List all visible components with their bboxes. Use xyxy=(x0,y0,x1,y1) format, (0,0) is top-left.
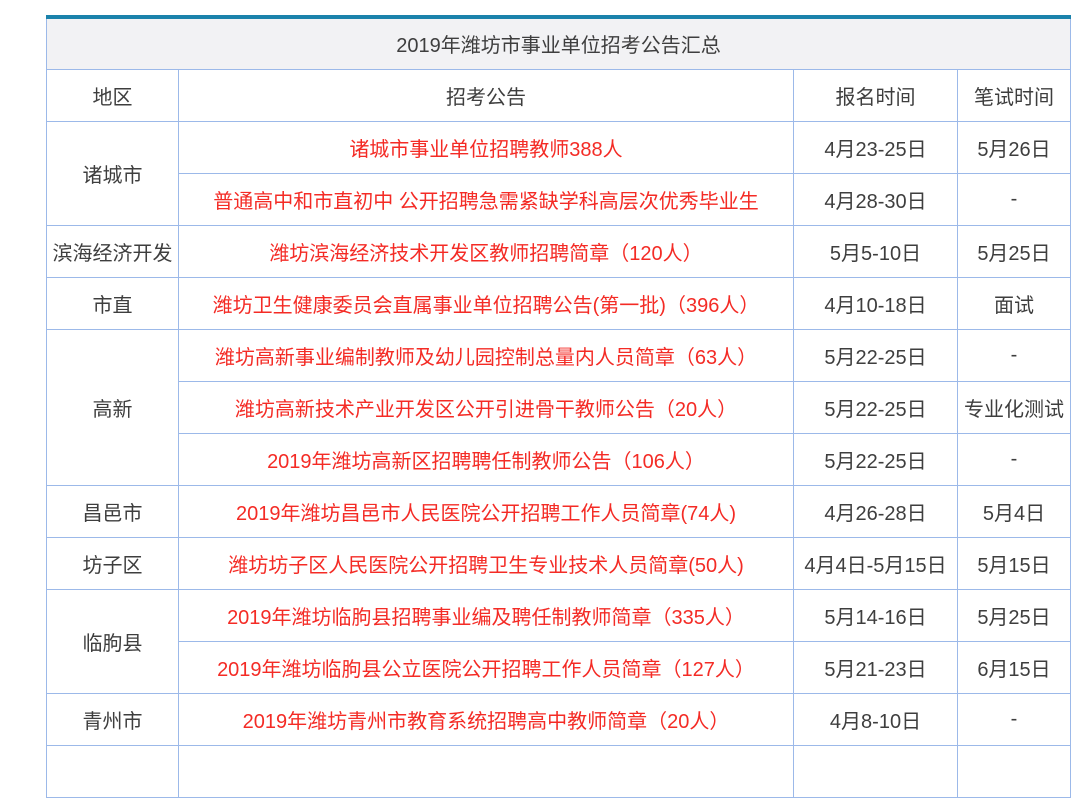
exam-date-cell: 5月15日 xyxy=(957,536,1071,590)
empty-cell xyxy=(793,744,958,798)
notice-link[interactable]: 2019年潍坊高新区招聘聘任制教师公告（106人） xyxy=(267,450,705,473)
signup-date-cell: 5月22-25日 xyxy=(793,432,958,486)
empty-cell xyxy=(46,744,179,798)
exam-date-cell: 5月26日 xyxy=(957,120,1071,174)
exam-date-cell: - xyxy=(957,432,1071,486)
signup-date-cell: 4月23-25日 xyxy=(793,120,958,174)
exam-date-cell: 面试 xyxy=(957,276,1071,330)
table-row: 2019年潍坊临朐县公立医院公开招聘工作人员简章（127人） 5月21-23日 … xyxy=(47,640,1071,694)
exam-date-cell: - xyxy=(957,692,1071,746)
notice-cell: 潍坊坊子区人民医院公开招聘卫生专业技术人员简章(50人) xyxy=(178,536,794,590)
region-cell: 坊子区 xyxy=(46,536,179,590)
signup-date-cell: 5月21-23日 xyxy=(793,640,958,694)
column-header-region: 地区 xyxy=(46,68,179,122)
exam-date-cell: 5月4日 xyxy=(957,484,1071,538)
notice-cell: 潍坊高新事业编制教师及幼儿园控制总量内人员简章（63人） xyxy=(178,328,794,382)
exam-date-cell: - xyxy=(957,172,1071,226)
notice-cell: 2019年潍坊临朐县公立医院公开招聘工作人员简章（127人） xyxy=(178,640,794,694)
notice-link[interactable]: 2019年潍坊临朐县招聘事业编及聘任制教师简章（335人） xyxy=(227,606,745,629)
table-row: 高新 潍坊高新事业编制教师及幼儿园控制总量内人员简章（63人） 5月22-25日… xyxy=(46,328,1071,486)
table-row: 昌邑市 2019年潍坊昌邑市人民医院公开招聘工作人员简章(74人) 4月26-2… xyxy=(46,484,1071,538)
signup-date-cell: 4月28-30日 xyxy=(793,172,958,226)
notice-cell: 潍坊卫生健康委员会直属事业单位招聘公告(第一批)（396人） xyxy=(178,276,794,330)
signup-date-cell: 5月22-25日 xyxy=(793,380,958,434)
signup-date-cell: 4月26-28日 xyxy=(793,484,958,538)
table-row: 潍坊高新技术产业开发区公开引进骨干教师公告（20人） 5月22-25日 专业化测… xyxy=(47,380,1071,434)
region-cell: 昌邑市 xyxy=(46,484,179,538)
table-row-partial xyxy=(46,744,1071,798)
notice-link[interactable]: 潍坊卫生健康委员会直属事业单位招聘公告(第一批)（396人） xyxy=(212,294,760,317)
region-cell: 青州市 xyxy=(46,692,179,746)
notice-link[interactable]: 潍坊高新事业编制教师及幼儿园控制总量内人员简章（63人） xyxy=(214,346,758,369)
notice-cell: 潍坊高新技术产业开发区公开引进骨干教师公告（20人） xyxy=(178,380,794,434)
notice-link[interactable]: 2019年潍坊昌邑市人民医院公开招聘工作人员简章(74人) xyxy=(235,502,737,525)
title-row: 2019年潍坊市事业单位招考公告汇总 xyxy=(46,16,1071,70)
region-cell: 市直 xyxy=(46,276,179,330)
region-cell: 诸城市 xyxy=(46,120,179,226)
table-row: 青州市 2019年潍坊青州市教育系统招聘高中教师简章（20人） 4月8-10日 … xyxy=(46,692,1071,746)
table-row: 普通高中和市直初中 公开招聘急需紧缺学科高层次优秀毕业生 4月28-30日 - xyxy=(47,172,1071,226)
signup-date-cell: 4月8-10日 xyxy=(793,692,958,746)
signup-date-cell: 5月14-16日 xyxy=(793,588,958,642)
notice-cell: 2019年潍坊临朐县招聘事业编及聘任制教师简章（335人） xyxy=(178,588,794,642)
table-row: 2019年潍坊高新区招聘聘任制教师公告（106人） 5月22-25日 - xyxy=(47,432,1071,486)
empty-cell xyxy=(957,744,1071,798)
column-header-signup: 报名时间 xyxy=(793,68,958,122)
exam-date-cell: 6月15日 xyxy=(957,640,1071,694)
notice-cell: 诸城市事业单位招聘教师388人 xyxy=(178,120,794,174)
region-cell: 滨海经济开发 xyxy=(46,224,179,278)
column-header-exam: 笔试时间 xyxy=(957,68,1071,122)
header-row: 地区 招考公告 报名时间 笔试时间 xyxy=(46,68,1071,122)
notice-cell: 2019年潍坊高新区招聘聘任制教师公告（106人） xyxy=(178,432,794,486)
exam-date-cell: 专业化测试 xyxy=(957,380,1071,434)
region-cell: 高新 xyxy=(46,328,179,486)
table-row: 市直 潍坊卫生健康委员会直属事业单位招聘公告(第一批)（396人） 4月10-1… xyxy=(46,276,1071,330)
signup-date-cell: 5月22-25日 xyxy=(793,328,958,382)
signup-date-cell: 4月10-18日 xyxy=(793,276,958,330)
region-cell: 临朐县 xyxy=(46,588,179,694)
announcement-table: 2019年潍坊市事业单位招考公告汇总 地区 招考公告 报名时间 笔试时间 诸城市… xyxy=(46,15,1071,798)
empty-cell xyxy=(178,744,794,798)
column-header-notice: 招考公告 xyxy=(178,68,794,122)
signup-date-cell: 4月4日-5月15日 xyxy=(793,536,958,590)
notice-cell: 2019年潍坊青州市教育系统招聘高中教师简章（20人） xyxy=(178,692,794,746)
notice-link[interactable]: 潍坊滨海经济技术开发区教师招聘简章（120人） xyxy=(269,242,703,265)
page-title: 2019年潍坊市事业单位招考公告汇总 xyxy=(46,16,1071,70)
exam-date-cell: 5月25日 xyxy=(957,224,1071,278)
table-row: 临朐县 2019年潍坊临朐县招聘事业编及聘任制教师简章（335人） 5月14-1… xyxy=(46,588,1071,694)
notice-link[interactable]: 潍坊高新技术产业开发区公开引进骨干教师公告（20人） xyxy=(234,398,738,421)
signup-date-cell: 5月5-10日 xyxy=(793,224,958,278)
notice-link[interactable]: 2019年潍坊临朐县公立医院公开招聘工作人员简章（127人） xyxy=(217,658,755,681)
exam-date-cell: - xyxy=(957,328,1071,382)
exam-date-cell: 5月25日 xyxy=(957,588,1071,642)
notice-link[interactable]: 2019年潍坊青州市教育系统招聘高中教师简章（20人） xyxy=(242,710,730,733)
announcement-table-wrap: 2019年潍坊市事业单位招考公告汇总 地区 招考公告 报名时间 笔试时间 诸城市… xyxy=(46,15,1071,798)
notice-cell: 普通高中和市直初中 公开招聘急需紧缺学科高层次优秀毕业生 xyxy=(178,172,794,226)
notice-link[interactable]: 潍坊坊子区人民医院公开招聘卫生专业技术人员简章(50人) xyxy=(228,554,744,577)
table-row: 诸城市 诸城市事业单位招聘教师388人 4月23-25日 5月26日 xyxy=(46,120,1071,226)
table-row: 滨海经济开发 潍坊滨海经济技术开发区教师招聘简章（120人） 5月5-10日 5… xyxy=(46,224,1071,278)
notice-cell: 2019年潍坊昌邑市人民医院公开招聘工作人员简章(74人) xyxy=(178,484,794,538)
notice-cell: 潍坊滨海经济技术开发区教师招聘简章（120人） xyxy=(178,224,794,278)
notice-link[interactable]: 诸城市事业单位招聘教师388人 xyxy=(349,138,623,161)
notice-link[interactable]: 普通高中和市直初中 公开招聘急需紧缺学科高层次优秀毕业生 xyxy=(213,190,759,213)
table-row: 坊子区 潍坊坊子区人民医院公开招聘卫生专业技术人员简章(50人) 4月4日-5月… xyxy=(46,536,1071,590)
